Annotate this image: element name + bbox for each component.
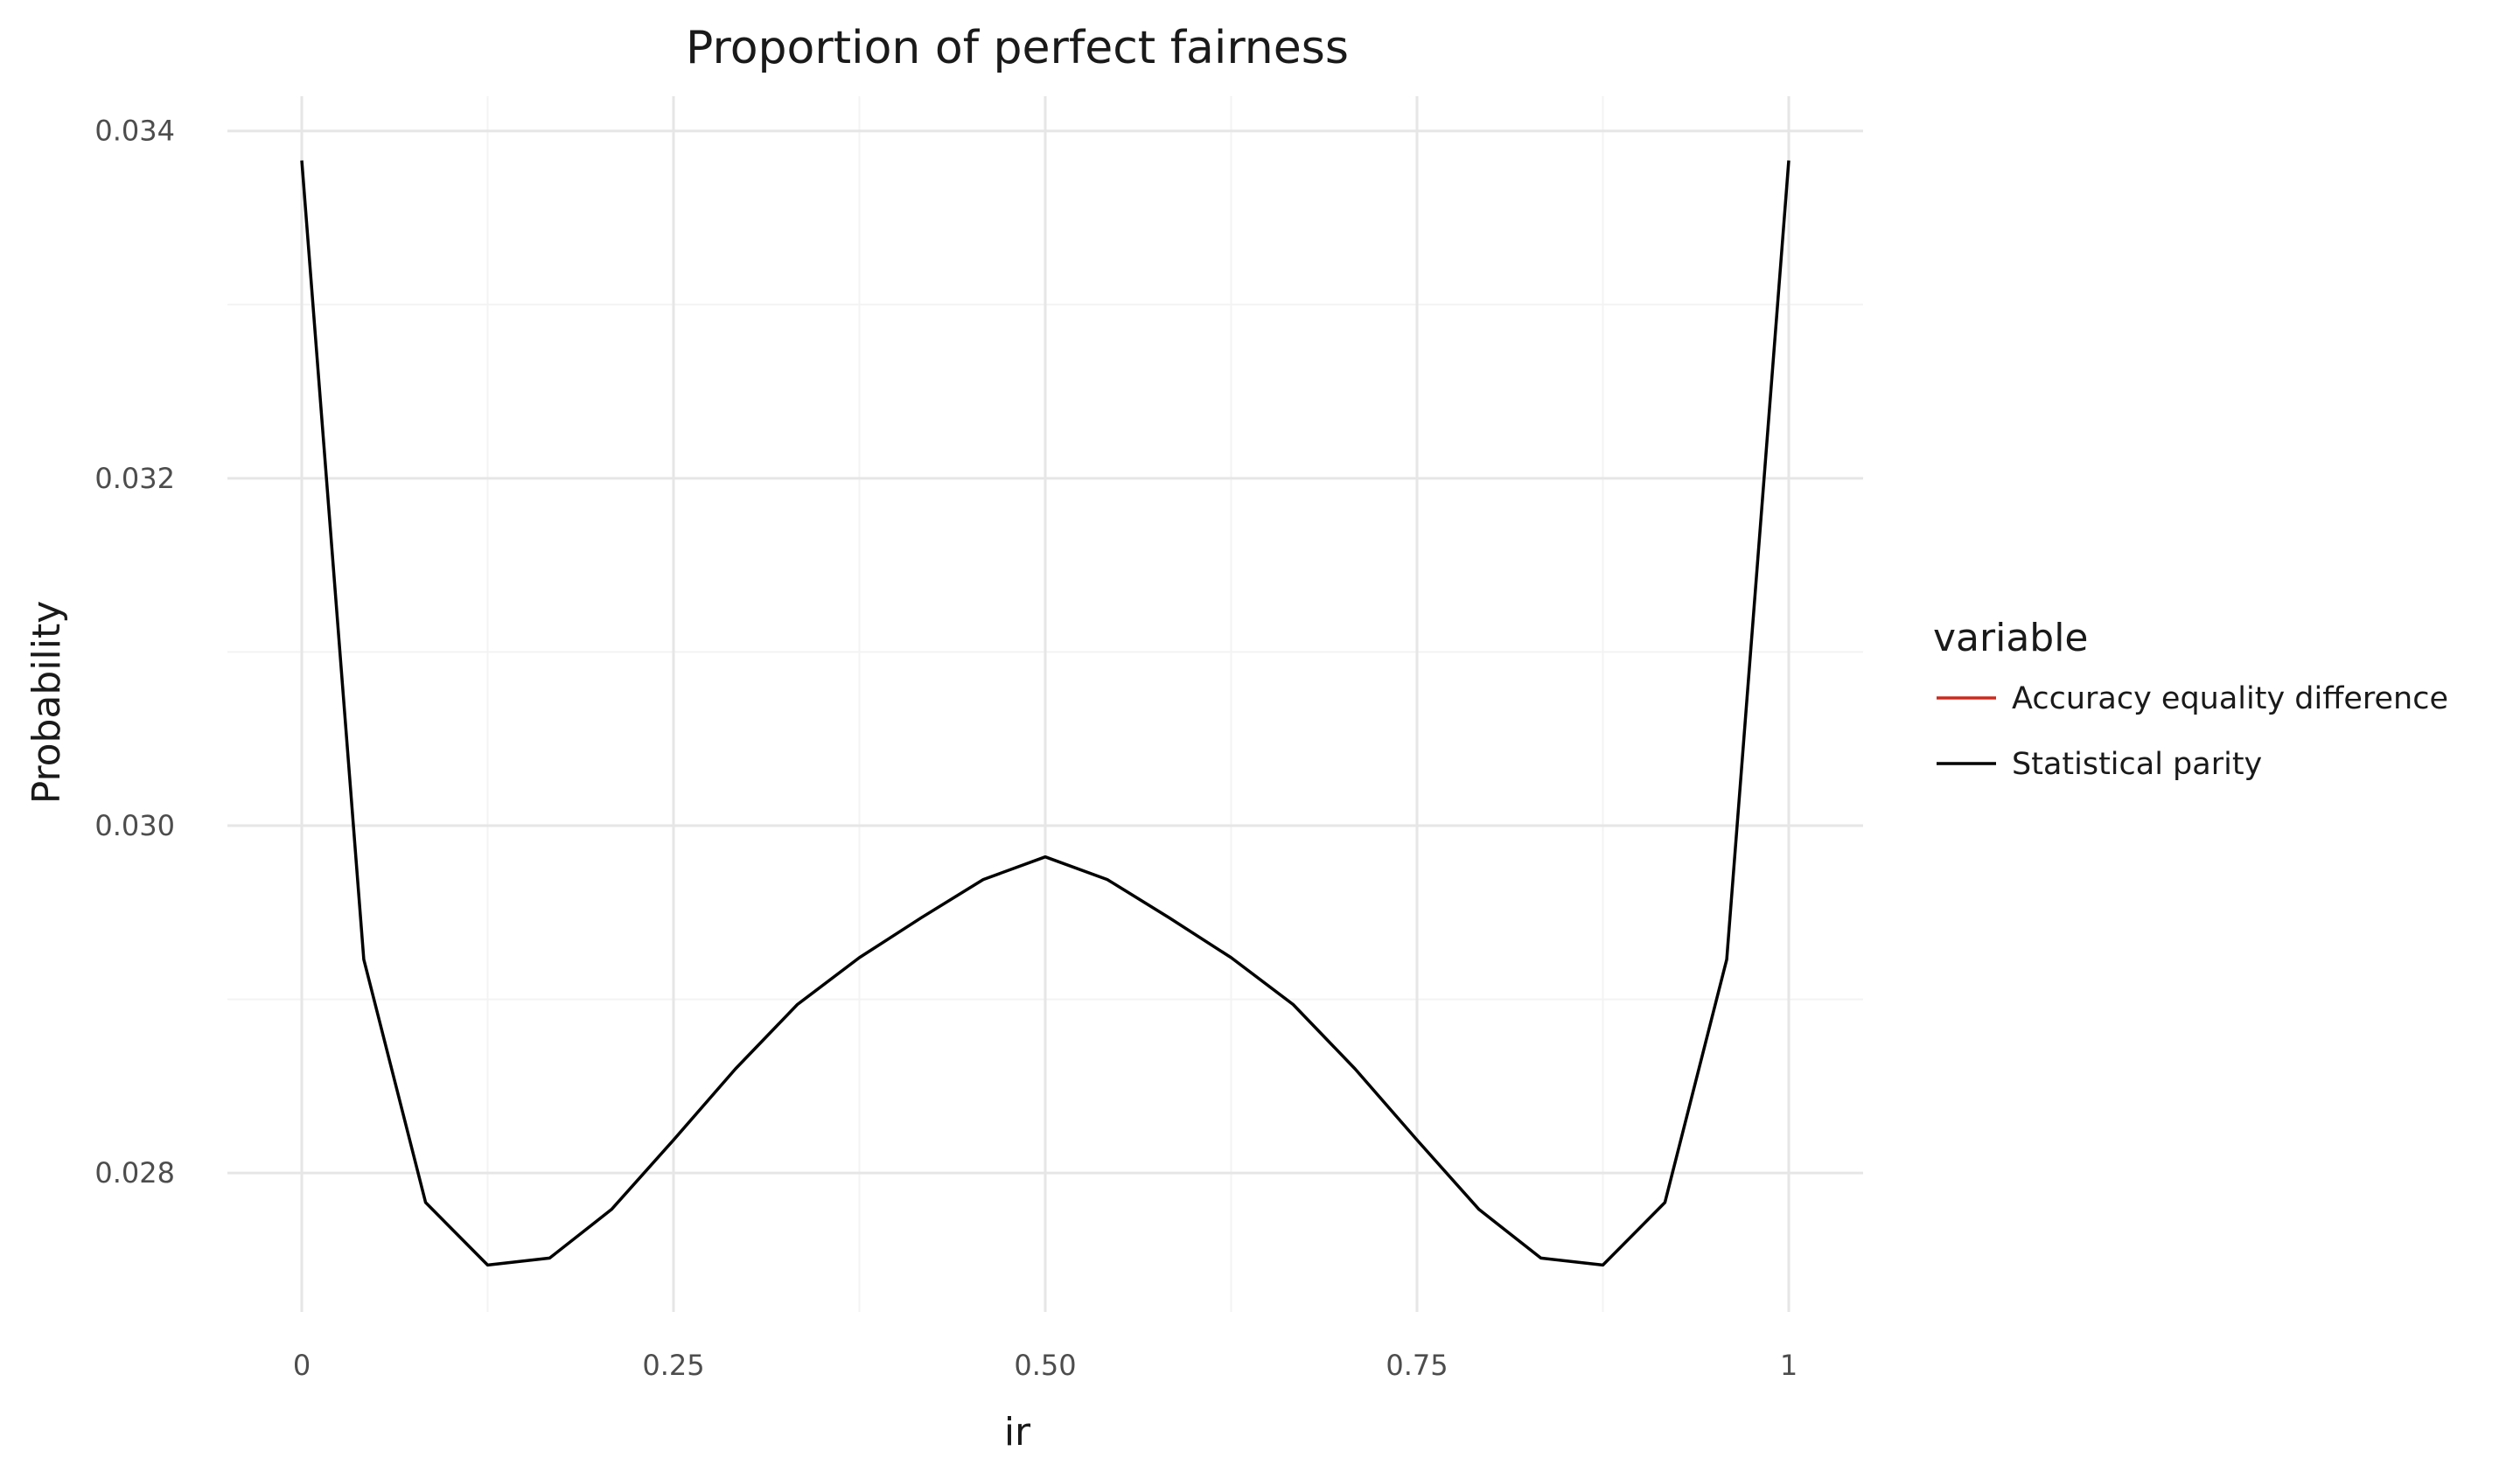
legend-title: variable: [1933, 616, 2089, 660]
x-tick-label: 0.50: [1014, 1349, 1076, 1382]
y-tick-label: 0.028: [94, 1156, 175, 1189]
series-layer: [300, 160, 1791, 1267]
y-axis-title: Probability: [24, 601, 69, 805]
x-tick-label: 1: [1780, 1349, 1798, 1382]
y-tick-label: 0.034: [94, 115, 175, 148]
y-tick-labels: 0.028 0.030 0.032 0.034: [94, 115, 175, 1189]
legend-entry-label: Statistical parity: [2012, 747, 2262, 782]
x-tick-label: 0.25: [642, 1349, 704, 1382]
x-tick-labels: 0 0.25 0.50 0.75 1: [293, 1349, 1798, 1382]
chart-title: Proportion of perfect fairness: [686, 22, 1349, 74]
x-axis-title: ir: [1004, 1410, 1031, 1455]
y-tick-label: 0.030: [94, 809, 175, 842]
series-line-statistical-parity: [300, 160, 1791, 1267]
x-tick-label: 0.75: [1386, 1349, 1448, 1382]
legend-entry-label: Accuracy equality difference: [2012, 681, 2448, 716]
y-tick-label: 0.032: [94, 462, 175, 495]
major-gridlines: [227, 96, 1863, 1312]
x-tick-label: 0: [293, 1349, 311, 1382]
legend: variable Accuracy equality difference Sta…: [1933, 616, 2448, 782]
